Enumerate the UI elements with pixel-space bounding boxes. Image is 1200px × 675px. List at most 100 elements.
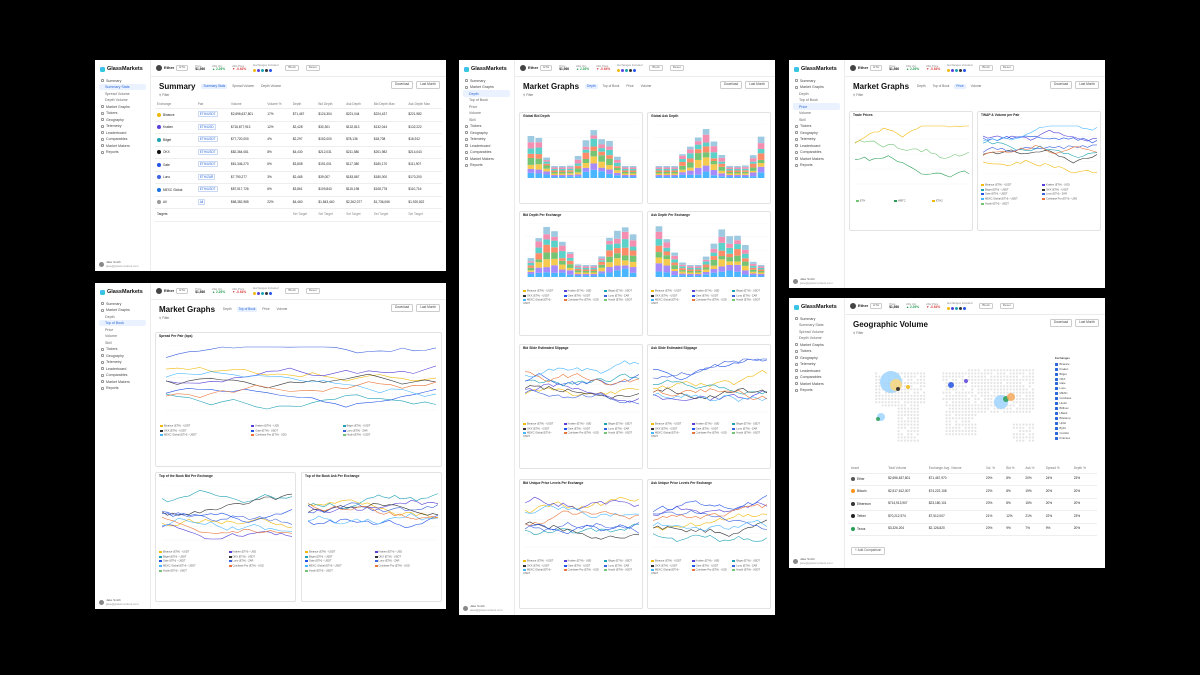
sidebar-item-telemetry[interactable]: Telemetry	[463, 136, 510, 143]
legend-item[interactable]: Luno (ETH) - ZAR	[375, 560, 441, 564]
sidebar-item-spread-volume[interactable]: Spread Volume	[799, 329, 824, 334]
sidebar-item-skill[interactable]: Skill	[105, 340, 112, 345]
legend-item[interactable]: OKX (ETH) - USDT	[523, 294, 560, 299]
legend-item[interactable]: MEXC Global (ETH) - USDT	[651, 569, 688, 576]
sidebar-item-reports[interactable]: Reports	[99, 149, 146, 156]
sidebar-item-geography[interactable]: Geography	[793, 129, 840, 136]
user-profile[interactable]: Jake Smith jake@glassmarkets.com	[99, 598, 139, 606]
legend-item[interactable]: Kraken (ETH) - USD	[564, 560, 601, 564]
sidebar-item-telemetry[interactable]: Telemetry	[793, 361, 840, 368]
sidebar-item-reports[interactable]: Reports	[99, 385, 146, 392]
tab-top-of-book[interactable]: Top of Book	[932, 83, 950, 88]
sidebar-item-market-makers[interactable]: Market Makers	[463, 155, 510, 162]
legend-item[interactable]: Luno (ETH) - ZAR	[229, 560, 295, 564]
legend-item[interactable]: Gate (ETH) - USDT	[692, 427, 729, 432]
tab-depth[interactable]: Depth	[917, 83, 926, 88]
asset-selector[interactable]: Ether ETH	[850, 65, 883, 71]
asset-selector[interactable]: Ether ETH	[156, 65, 189, 71]
user-profile[interactable]: Jake Smith jake@glassmarkets.com	[793, 557, 833, 565]
legend-item[interactable]: Huobi (ETH) - USDT	[732, 432, 769, 439]
legend-item[interactable]: Kraken (ETH) - USD	[564, 423, 601, 427]
legend-item[interactable]: Kraken (ETH) - USD	[692, 290, 729, 294]
exchange-list-item[interactable]: Coinbase	[1055, 397, 1072, 401]
legend-item[interactable]: Coinbase Pro (ETH) - USD	[251, 434, 338, 438]
legend-item[interactable]: MEXC Global (ETH) - USDT	[651, 299, 688, 306]
block-button[interactable]: Block	[285, 288, 299, 294]
exchange-list-item[interactable]: Huobi	[1055, 402, 1071, 406]
legend-item[interactable]: Luno (ETH) - ZAR	[604, 564, 641, 569]
legend-item[interactable]: Luno (ETH) - ZAR	[604, 427, 641, 432]
sidebar-item-leaderboard[interactable]: Leaderboard	[793, 142, 840, 149]
sidebar-item-tickers[interactable]: Tickers	[793, 123, 840, 130]
sidebar-item-skill[interactable]: Skill	[799, 117, 806, 122]
legend-item[interactable]: MEXC Global (ETH) - USDT	[305, 565, 371, 569]
reset-button[interactable]: Reset	[999, 303, 1014, 309]
legend-item[interactable]: Luno (ETH) - ZAR	[732, 294, 769, 299]
legend-item[interactable]: Binance (ETH) - USDT	[523, 290, 560, 294]
legend-item[interactable]: OKX (ETH) - USDT	[651, 294, 688, 299]
legend-item[interactable]: Luno (ETH) - ZAR	[732, 427, 769, 432]
legend-item[interactable]: Gate (ETH) - USDT	[159, 560, 225, 564]
legend-item[interactable]: Binance (ETH) - USDT	[651, 290, 688, 294]
legend-item[interactable]: Coinbase Pro (ETH) - USD	[564, 569, 601, 576]
sidebar-item-market-makers[interactable]: Market Makers	[99, 378, 146, 385]
sidebar-item-spread-volume[interactable]: Spread Volume	[105, 91, 130, 96]
legend-item[interactable]: Luno (ETH) - ZAR	[343, 429, 430, 434]
sidebar-item-summary[interactable]: Summary	[793, 315, 840, 322]
tab-volume[interactable]: Volume	[970, 83, 982, 88]
exchange-list-item[interactable]: Bitfinex	[1055, 407, 1071, 411]
exchange-list-item[interactable]: Gate	[1055, 382, 1071, 386]
legend-item[interactable]: Binance (ETH) - USDT	[651, 560, 688, 564]
block-button[interactable]: Block	[285, 65, 299, 71]
legend-item[interactable]: Huobi (ETH) - USDT	[732, 299, 769, 306]
exchange-list-item[interactable]: LBank	[1055, 411, 1071, 415]
tab-price[interactable]: Price	[954, 83, 966, 90]
legend-item[interactable]: OKX (ETH) - USDT	[523, 427, 560, 432]
legend-item[interactable]: Kraken (ETH) - USD	[251, 425, 338, 429]
sidebar-item-market-makers[interactable]: Market Makers	[99, 142, 146, 149]
sidebar-item-top-of-book[interactable]: Top of Book	[469, 98, 488, 102]
table-row[interactable]: All All $68,382,985 22% $4,460 $1,843,440 $2,2…	[155, 196, 442, 210]
block-button[interactable]: Block	[979, 65, 993, 71]
last-month-button[interactable]: Last Month	[1075, 81, 1099, 89]
sidebar-item-reports[interactable]: Reports	[793, 162, 840, 169]
asset-selector[interactable]: Ether ETH	[850, 303, 883, 309]
asset-selector[interactable]: Ether ETH	[520, 65, 553, 71]
tab-top-of-book[interactable]: Top of Book	[602, 83, 620, 88]
legend-item[interactable]: Bitget (ETH) - USDT	[981, 188, 1038, 193]
table-row[interactable]: Kraken ETH/USD $716,877,913 12% $2,428 $30,30…	[155, 121, 442, 135]
legend-item[interactable]: Coinbase Pro (ETH) - USD	[564, 299, 601, 306]
sidebar-item-reports[interactable]: Reports	[463, 162, 510, 169]
download-button[interactable]: Download	[1050, 319, 1073, 327]
legend-item[interactable]: Coinbase Pro (ETH) - USD	[564, 432, 601, 439]
legend-item[interactable]: Gate (ETH) - USDT	[251, 429, 338, 434]
legend-item[interactable]: MEXC Global (ETH) - USDT	[981, 198, 1038, 202]
sidebar-item-leaderboard[interactable]: Leaderboard	[99, 365, 146, 372]
legend-item[interactable]: Luno (ETH) - ZAR	[604, 294, 641, 299]
legend-item[interactable]: Gate (ETH) - USDT	[981, 193, 1038, 197]
legend-item[interactable]: Gate (ETH) - USDT	[692, 564, 729, 569]
tab-volume[interactable]: Volume	[640, 83, 652, 88]
sidebar-item-volume[interactable]: Volume	[469, 111, 481, 115]
table-row[interactable]: Luno ETH/ZAR $7,790,277 3% $2,465 $39,007 $183…	[155, 171, 442, 185]
legend-item[interactable]: MEXC Global (ETH) - USDT	[159, 565, 225, 569]
sidebar-item-skill[interactable]: Skill	[469, 117, 476, 122]
legend-item[interactable]: Kraken (ETH) - USD	[229, 551, 295, 555]
legend-item[interactable]: Luno (ETH) - ZAR	[732, 564, 769, 569]
filter-button[interactable]: ⚲ Filter	[853, 331, 864, 336]
sidebar-item-summary[interactable]: Summary	[463, 77, 510, 84]
legend-item[interactable]: Kraken (ETH) - USD	[692, 560, 729, 564]
legend-item[interactable]: Gate (ETH) - USDT	[564, 564, 601, 569]
legend-item[interactable]: Bitget (ETH) - USDT	[732, 290, 769, 294]
legend-item[interactable]: MEXC Global (ETH) - USDT	[523, 432, 560, 439]
legend-item[interactable]: Kraken (ETH) - USD	[692, 423, 729, 427]
tab-volume[interactable]: Volume	[276, 306, 288, 311]
reset-button[interactable]: Reset	[305, 288, 320, 294]
sidebar-item-depth-volume[interactable]: Depth Volume	[105, 98, 128, 102]
sidebar-item-price[interactable]: Price	[105, 327, 114, 332]
legend-item[interactable]: Bitget (ETH) - USDT	[732, 560, 769, 564]
sidebar-item-geography[interactable]: Geography	[463, 129, 510, 136]
sidebar-item-summary[interactable]: Summary	[99, 77, 146, 84]
legend-item[interactable]: MEXC Global (ETH) - USDT	[160, 434, 247, 438]
legend-item[interactable]: Bitget (ETH) - USDT	[732, 423, 769, 427]
